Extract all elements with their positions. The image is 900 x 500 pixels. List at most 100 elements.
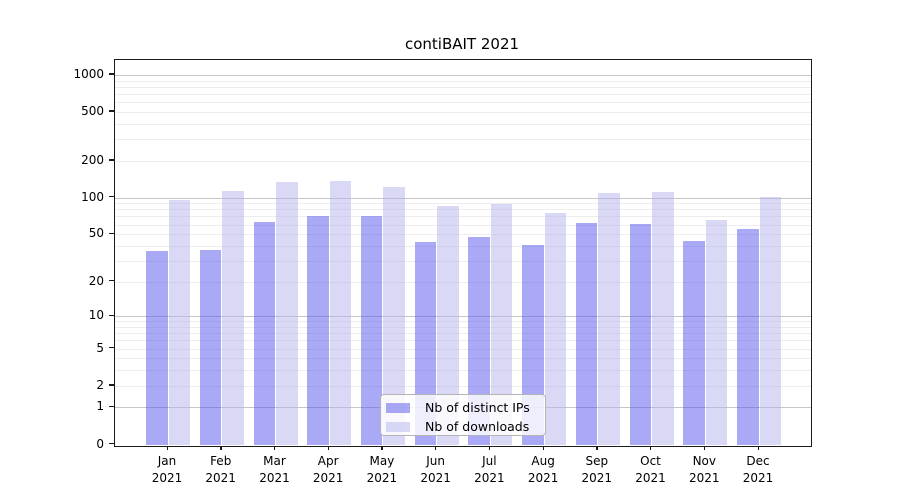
gridline-major-10 <box>115 316 811 318</box>
gridline-minor-5 <box>115 348 811 350</box>
month-year: 2021 <box>635 471 666 485</box>
x-tick-label-sep: Sep 2021 <box>567 453 627 487</box>
chart-title: contiBAIT 2021 <box>404 35 520 53</box>
y-tick-label-1000: 1000 <box>73 66 104 81</box>
x-tick-mark-feb <box>220 446 222 450</box>
x-tick-label-may: May 2021 <box>352 453 412 487</box>
gridline-minor-400 <box>115 123 811 125</box>
gridline-minor-80 <box>115 209 811 211</box>
y-tick-mark-200 <box>109 159 114 161</box>
gridline-minor-70 <box>115 216 811 218</box>
gridline-minor-40 <box>115 245 811 247</box>
y-tick-label-5: 5 <box>96 340 104 355</box>
bar-distinct-ips-jul <box>468 237 490 445</box>
y-tick-mark-1000 <box>109 73 114 75</box>
bar-downloads-sep <box>598 192 620 445</box>
month-name: Feb <box>210 454 232 468</box>
month-year: 2021 <box>259 471 290 485</box>
y-tick-mark-500 <box>109 110 114 112</box>
x-tick-mark-jan <box>166 446 168 450</box>
gridline-minor-500 <box>115 111 811 113</box>
x-tick-mark-jun <box>435 446 437 450</box>
bar-downloads-jun <box>437 206 459 445</box>
month-name: Aug <box>531 454 555 468</box>
x-tick-mark-aug <box>542 446 544 450</box>
x-tick-label-jul: Jul 2021 <box>459 453 519 487</box>
y-tick-mark-5 <box>109 347 114 349</box>
gridline-minor-20 <box>115 281 811 283</box>
gridline-minor-90 <box>115 203 811 205</box>
bar-distinct-ips-mar <box>253 222 275 445</box>
month-name: Jul <box>482 454 497 468</box>
gridline-minor-7 <box>115 333 811 335</box>
x-tick-label-apr: Apr 2021 <box>298 453 358 487</box>
gridline-minor-3 <box>115 370 811 372</box>
month-year: 2021 <box>420 471 451 485</box>
gridline-minor-30 <box>115 260 811 262</box>
month-name: Apr <box>317 454 339 468</box>
month-year: 2021 <box>474 471 505 485</box>
gridline-major-100 <box>115 197 811 199</box>
bar-downloads-dec <box>759 197 781 445</box>
y-tick-mark-50 <box>109 232 114 234</box>
legend-label-downloads: Nb of downloads <box>425 419 530 434</box>
y-tick-label-50: 50 <box>88 226 104 241</box>
bar-distinct-ips-feb <box>199 249 222 445</box>
gridline-minor-600 <box>115 102 811 104</box>
y-tick-mark-0 <box>109 443 114 445</box>
bar-downloads-oct <box>652 191 674 445</box>
legend-item-downloads: Nb of downloads <box>386 417 545 436</box>
gridline-minor-8 <box>115 326 811 328</box>
gridline-minor-9 <box>115 321 811 323</box>
x-tick-mark-sep <box>596 446 598 450</box>
month-year: 2021 <box>205 471 236 485</box>
gridline-minor-2 <box>115 385 811 387</box>
x-tick-label-mar: Mar 2021 <box>245 453 305 487</box>
bar-downloads-nov <box>705 220 728 445</box>
month-year: 2021 <box>742 471 774 485</box>
month-name: May <box>369 454 395 468</box>
y-tick-mark-100 <box>109 196 114 198</box>
gridline-minor-200 <box>115 160 811 162</box>
bar-downloads-mar <box>276 182 298 445</box>
bar-distinct-ips-jan <box>146 251 168 445</box>
month-name: Jan <box>157 454 177 468</box>
legend-swatch-downloads <box>386 421 410 432</box>
bar-downloads-jan <box>168 200 190 445</box>
bar-downloads-feb <box>222 191 244 445</box>
y-tick-label-100: 100 <box>81 189 104 204</box>
y-tick-label-500: 500 <box>81 103 104 118</box>
x-tick-mark-may <box>381 446 383 450</box>
x-tick-label-feb: Feb 2021 <box>191 453 251 487</box>
legend-label-distinct-ips: Nb of distinct IPs <box>425 400 530 415</box>
month-name: Oct <box>640 454 661 468</box>
month-year: 2021 <box>312 471 344 485</box>
y-tick-mark-20 <box>109 280 114 282</box>
bar-distinct-ips-dec <box>737 229 759 445</box>
bar-downloads-aug <box>544 212 567 445</box>
x-tick-label-dec: Dec 2021 <box>728 453 788 487</box>
x-tick-mark-apr <box>327 446 330 450</box>
bar-downloads-may <box>383 186 405 445</box>
bar-downloads-jul <box>490 203 513 445</box>
x-tick-mark-mar <box>274 446 276 450</box>
gridline-minor-800 <box>115 86 811 88</box>
y-tick-label-2: 2 <box>96 377 104 392</box>
month-name: Sep <box>585 454 609 468</box>
y-tick-label-200: 200 <box>81 152 104 167</box>
legend: Nb of distinct IPs Nb of downloads <box>380 394 546 436</box>
x-tick-mark-nov <box>703 446 706 450</box>
x-tick-mark-dec <box>757 446 759 450</box>
x-tick-mark-jul <box>488 446 491 450</box>
month-year: 2021 <box>366 471 398 485</box>
legend-item-distinct-ips: Nb of distinct IPs <box>386 398 545 417</box>
x-tick-mark-oct <box>650 446 652 450</box>
grid-layer <box>115 60 811 446</box>
y-tick-label-0: 0 <box>96 436 104 451</box>
y-tick-mark-2 <box>109 384 114 386</box>
bar-distinct-ips-apr <box>307 215 329 445</box>
gridline-minor-60 <box>115 224 811 226</box>
bar-downloads-apr <box>329 180 352 445</box>
gridline-minor-300 <box>115 139 811 141</box>
